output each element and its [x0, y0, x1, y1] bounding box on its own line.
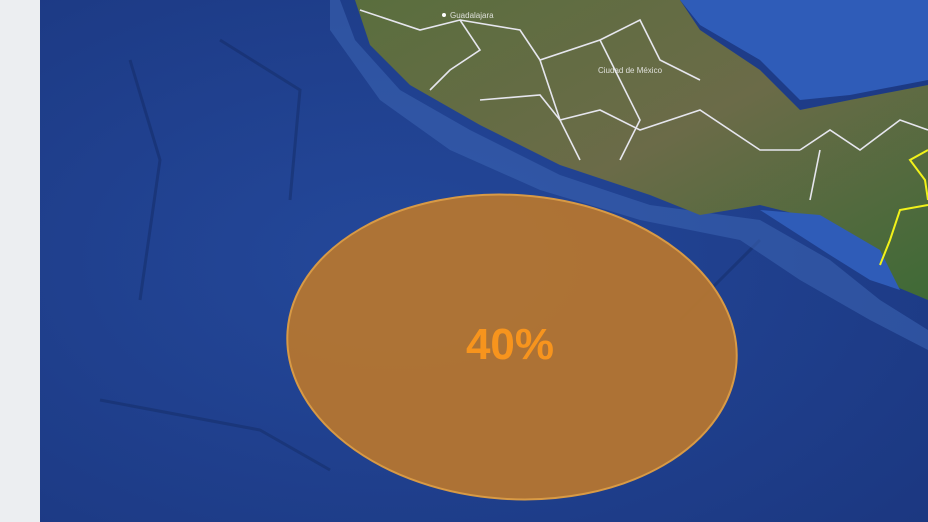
- land-mexico: [355, 0, 928, 300]
- city-guadalajara: Guadalajara: [442, 11, 494, 20]
- bay-water: [760, 210, 900, 290]
- coastal-shelf: [330, 0, 928, 350]
- probability-label: 40%: [466, 320, 554, 369]
- side-margin: [0, 0, 40, 522]
- gulf-water: [680, 0, 928, 100]
- svg-text:Ciudad de México: Ciudad de México: [598, 66, 663, 75]
- svg-text:Guadalajara: Guadalajara: [450, 11, 494, 20]
- state-borders: [359, 9, 928, 201]
- outlook-area[interactable]: [277, 180, 747, 515]
- guatemala-border: [879, 149, 928, 266]
- satellite-map[interactable]: Guadalajara Ciudad de México 40%: [40, 0, 928, 522]
- city-mexico-city: Ciudad de México: [598, 66, 663, 75]
